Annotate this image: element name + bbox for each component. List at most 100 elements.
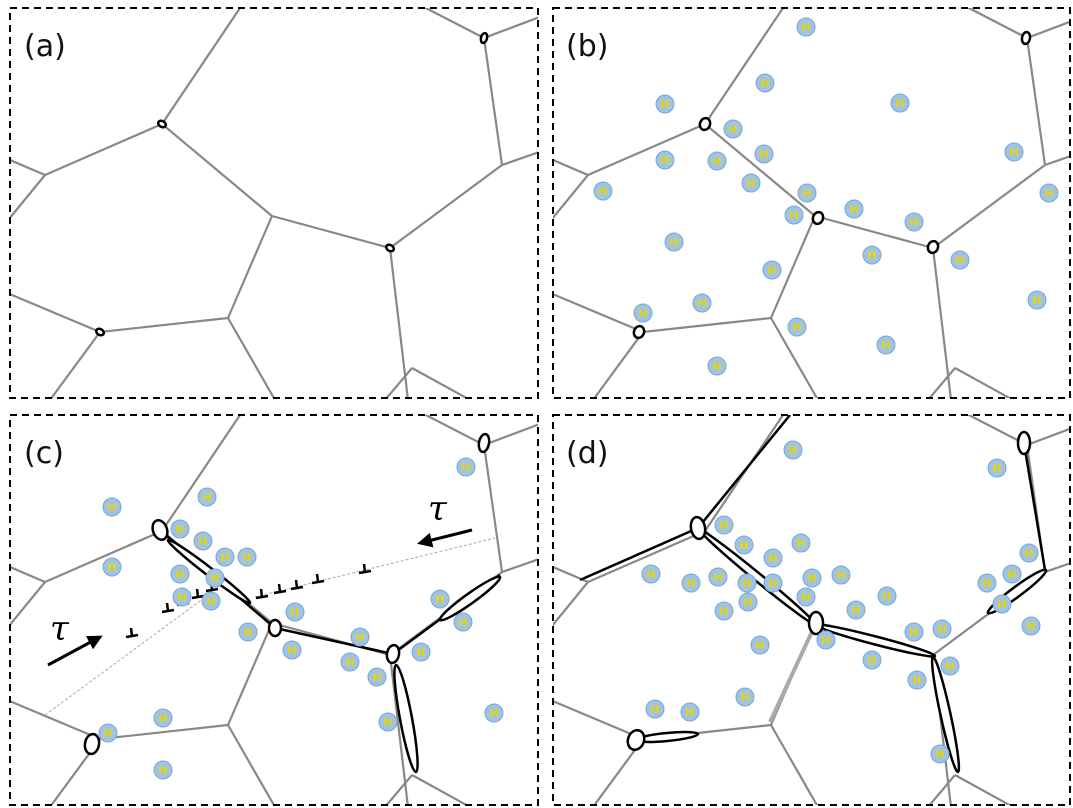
grain-boundary <box>955 368 1013 400</box>
hydrogen-label: H <box>760 77 769 90</box>
panel-label: (d) <box>566 436 608 471</box>
grain-boundary <box>45 124 162 175</box>
shear-stress-label: τ <box>50 609 70 649</box>
shear-stress-label: τ <box>428 489 448 529</box>
hydrogen-label: H <box>788 444 797 457</box>
grain-boundary <box>1045 557 1073 572</box>
hydrogen-label: H <box>792 321 801 334</box>
grain-boundary <box>1027 15 1073 38</box>
grain-boundary <box>162 415 240 531</box>
grain-boundary <box>50 332 100 400</box>
triple-junction <box>926 240 940 255</box>
hydrogen-label: H <box>372 671 381 684</box>
grain-boundary <box>643 318 771 332</box>
hydrogen-label: H <box>598 185 607 198</box>
hydrogen-label: H <box>739 539 748 552</box>
grain-boundary <box>390 165 502 248</box>
hydrogen-label: H <box>685 706 694 719</box>
grain-boundary <box>771 725 818 807</box>
triple-junction <box>269 620 281 636</box>
hydrogen-label: H <box>802 187 811 200</box>
grain-boundary <box>228 318 275 400</box>
panel-label: (b) <box>566 29 608 64</box>
hydrogen-label: H <box>909 216 918 229</box>
hydrogen-label: H <box>158 712 167 725</box>
panel-label: (c) <box>24 436 64 471</box>
grain-boundary <box>593 332 643 400</box>
dislocation <box>274 584 286 593</box>
triple-junction <box>625 728 647 752</box>
dislocation <box>291 580 303 589</box>
grain-boundary <box>543 175 588 230</box>
hydrogen-label: H <box>992 462 1001 475</box>
grain-boundary <box>162 8 240 124</box>
figure: H H H H H H H H H H H H H H H H H H H H H H H H H H τ τ H H H H H H H H H H H… <box>0 0 1073 808</box>
hydrogen-label: H <box>851 604 860 617</box>
hydrogen-label: H <box>243 626 252 639</box>
grain-boundary <box>1027 38 1045 165</box>
triple-junction <box>1021 31 1031 44</box>
hydrogen-label: H <box>881 339 890 352</box>
dislocation <box>312 574 324 583</box>
hydrogen-label: H <box>287 644 296 657</box>
hydrogen-label: H <box>198 535 207 548</box>
grain-boundary <box>420 412 484 445</box>
hydrogen-label: H <box>416 646 425 659</box>
hydrogen-label: H <box>650 703 659 716</box>
hydrogen-label: H <box>713 571 722 584</box>
hydrogen-label: H <box>796 537 805 550</box>
hydrogen-label: H <box>158 764 167 777</box>
grain-boundary <box>705 124 815 216</box>
dislocation <box>126 628 138 637</box>
hydrogen-label: H <box>801 591 810 604</box>
grain-boundary <box>420 5 484 38</box>
panel-d: HHHHHHHHHHHHHHHHHHHHHHHHHHHHHHHHHH <box>543 412 1073 807</box>
hydrogen-label: H <box>909 626 918 639</box>
hydrogen-label: H <box>945 660 954 673</box>
hydrogen-label: H <box>107 561 116 574</box>
hydrogen-label: H <box>742 577 751 590</box>
grain-boundary <box>412 775 470 807</box>
hydrogen-label: H <box>740 691 749 704</box>
hydrogen-label: H <box>638 307 647 320</box>
hydrogen-label: H <box>1032 294 1041 307</box>
hydrogen-label: H <box>935 748 944 761</box>
hydrogen-label: H <box>937 623 946 636</box>
grain-boundary <box>1045 150 1073 165</box>
panel-label: (a) <box>24 29 66 64</box>
hydrogen-label: H <box>646 568 655 581</box>
hydrogen-label: H <box>912 674 921 687</box>
hydrogen-label: H <box>755 639 764 652</box>
hydrogen-label: H <box>242 551 251 564</box>
hydrogen-label: H <box>220 551 229 564</box>
hydrogen-label: H <box>202 491 211 504</box>
hydrogen-label: H <box>768 552 777 565</box>
grain-boundary <box>45 531 162 582</box>
grain-boundary <box>484 422 545 445</box>
grain-boundary <box>543 582 588 637</box>
hydrogen-label: H <box>895 97 904 110</box>
hydrogen-label: H <box>210 572 219 585</box>
grain-boundary <box>705 8 783 124</box>
hydrogen-label: H <box>867 654 876 667</box>
hydrogen-label: H <box>746 177 755 190</box>
hydrogen-label: H <box>290 606 299 619</box>
triple-junction <box>1018 432 1030 454</box>
hydrogen-label: H <box>686 577 695 590</box>
hydrogen-label: H <box>107 501 116 514</box>
hydrogen-label: H <box>103 727 112 740</box>
hydrogen-label: H <box>461 461 470 474</box>
grain-boundary <box>553 160 588 175</box>
hydrogen-label: H <box>669 236 678 249</box>
hydrogen-label: H <box>728 123 737 136</box>
grain-boundary <box>543 697 643 739</box>
hydrogen-label: H <box>435 593 444 606</box>
hydrogen-label: H <box>807 572 816 585</box>
hydrogen-label: H <box>997 598 1006 611</box>
triple-junction <box>478 433 491 452</box>
hydrogen-label: H <box>821 634 830 647</box>
hydrogen-label: H <box>867 249 876 262</box>
grain-boundary <box>963 5 1027 38</box>
hydrogen-label: H <box>759 148 768 161</box>
